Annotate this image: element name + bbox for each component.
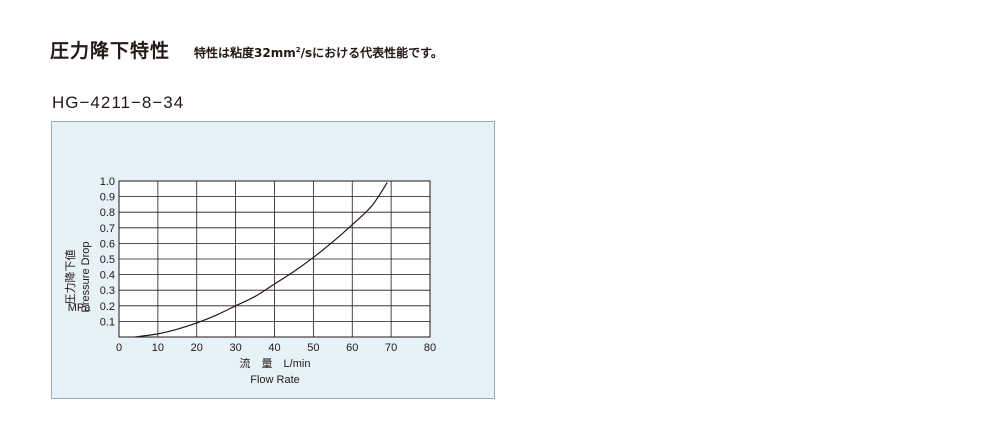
pressure-drop-chart: 0 10 20 30 40 50 60 70 80 0.1 0.2 0.3 0.4 0.5 0.6 0.7 0.… [63, 176, 436, 386]
chart-curves [134, 182, 388, 338]
y-tick-label: 0.4 [100, 270, 115, 282]
chart-panel: 0 10 20 30 40 50 60 70 80 0.1 0.2 0.3 0.4 0.5 0.6 0.7 0.… [51, 121, 495, 399]
x-tick-label: 20 [191, 342, 203, 354]
y-tick-label: 1.0 [100, 176, 115, 188]
viscosity-note: 特性は粘度32mm2/sにおける代表性能です。 [194, 44, 443, 61]
y-tick-label: 0.8 [100, 207, 115, 219]
y-tick-label: 0.5 [100, 254, 115, 266]
x-tick-label: 0 [116, 342, 122, 354]
y-tick-label: 0.3 [100, 285, 115, 297]
x-tick-label: 40 [268, 342, 280, 354]
x-tick-label: 80 [424, 342, 436, 354]
page-title: 圧力降下特性 [50, 40, 171, 62]
title-row: 圧力降下特性 特性は粘度32mm2/sにおける代表性能です。 [50, 36, 443, 66]
y-axis-label-jp: 圧力降下値 [63, 250, 77, 305]
x-tick-label: 70 [385, 342, 397, 354]
chart-ticks: 0 10 20 30 40 50 60 70 80 0.1 0.2 0.3 0.4 0.5 0.6 0.7 0.… [100, 176, 436, 354]
y-axis-label-en: Pressure Drop [80, 242, 92, 313]
y-tick-label: 0.2 [100, 301, 115, 313]
y-tick-label: 0.9 [100, 192, 115, 204]
x-tick-label: 50 [307, 342, 319, 354]
note-suffix: /sにおける代表性能です。 [300, 46, 443, 60]
note-superscript: 2 [295, 46, 301, 54]
pressure-drop-curve [134, 182, 388, 338]
note-prefix: 特性は粘度32mm [194, 46, 296, 60]
x-tick-label: 60 [346, 342, 358, 354]
model-number: HG−4211−8−34 [52, 93, 185, 112]
y-tick-label: 0.1 [100, 316, 115, 328]
x-axis-label-jp: 流 量 L/min [240, 356, 311, 370]
x-tick-label: 10 [152, 342, 164, 354]
y-tick-label: 0.6 [100, 238, 115, 250]
y-axis-unit: MPa [68, 302, 92, 314]
x-tick-label: 30 [230, 342, 242, 354]
y-tick-label: 0.7 [100, 223, 115, 235]
chart-grid [118, 180, 431, 338]
x-axis-label-en: Flow Rate [250, 374, 300, 386]
